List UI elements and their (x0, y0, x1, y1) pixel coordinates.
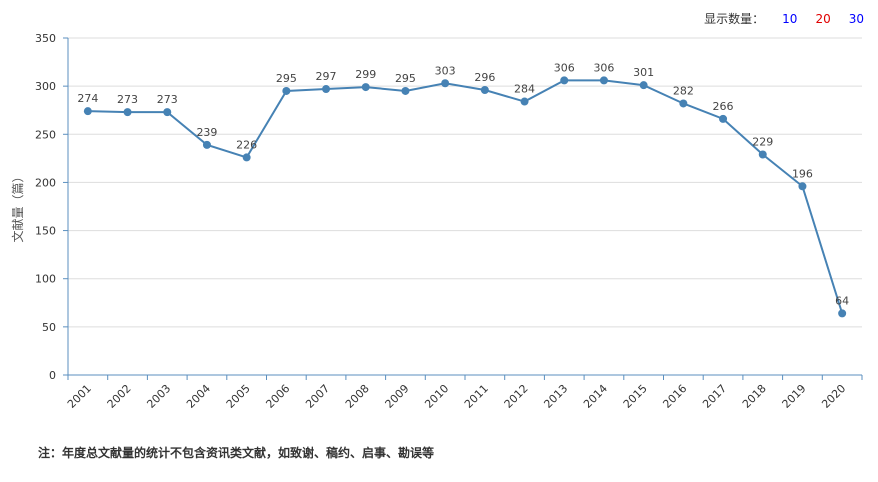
data-point[interactable] (242, 153, 251, 162)
data-label: 239 (196, 126, 217, 139)
data-label: 301 (633, 66, 654, 79)
data-point[interactable] (282, 86, 291, 95)
data-point[interactable] (441, 79, 450, 88)
data-label: 196 (792, 167, 813, 180)
data-label: 273 (117, 93, 138, 106)
data-point[interactable] (520, 97, 529, 106)
x-tick-labels: 2001 2002 2003 2004 2005 2006 2007 2008 2009 2010… (65, 382, 848, 411)
data-label: 295 (395, 72, 416, 85)
x-tick-label: 2017 (700, 382, 729, 411)
data-label: 297 (316, 70, 337, 83)
x-tick-label: 2007 (303, 382, 332, 411)
y-axis-title: 文献量（篇） (10, 170, 25, 242)
display-count-controls: 显示数量： 10 20 30 (704, 10, 864, 27)
y-tick-label: 300 (35, 80, 56, 93)
data-label: 306 (593, 61, 614, 74)
y-tick-labels: 0 50 100 150 200 250 300 350 (35, 32, 56, 382)
data-label: 299 (355, 68, 376, 81)
display-count-option-30[interactable]: 30 (848, 11, 864, 26)
x-tick-label: 2014 (581, 382, 610, 411)
display-count-label: 显示数量： (704, 12, 765, 26)
data-point[interactable] (202, 140, 211, 149)
y-tick-label: 50 (42, 321, 56, 334)
data-point[interactable] (163, 108, 172, 117)
data-label: 273 (157, 93, 178, 106)
x-tick-label: 2019 (780, 382, 809, 411)
data-point[interactable] (560, 76, 569, 85)
series-line (87, 79, 844, 314)
data-point[interactable] (679, 99, 688, 108)
x-tick-label: 2002 (105, 382, 134, 411)
data-label: 274 (77, 92, 98, 105)
x-tick-label: 2016 (660, 382, 689, 411)
x-tick-label: 2013 (541, 382, 570, 411)
data-point[interactable] (798, 182, 807, 191)
data-label: 266 (713, 100, 734, 113)
data-point[interactable] (480, 85, 489, 94)
x-tick-label: 2008 (343, 382, 372, 411)
data-labels: 274 273 273 239 226 295 297 299 295 303 296 284 306 3… (77, 61, 849, 307)
grid-lines (68, 37, 862, 328)
data-points (83, 76, 847, 318)
x-tick-label: 2018 (740, 382, 769, 411)
y-tick-label: 350 (35, 32, 56, 45)
data-point[interactable] (123, 108, 132, 117)
data-point[interactable] (599, 76, 608, 85)
y-tick-label: 100 (35, 273, 56, 286)
x-tick-label: 2012 (502, 382, 531, 411)
data-point[interactable] (83, 107, 92, 116)
data-label: 282 (673, 84, 694, 97)
data-label: 64 (835, 294, 849, 307)
data-label: 284 (514, 83, 535, 96)
display-count-option-10[interactable]: 10 (782, 11, 798, 26)
y-tick-label: 250 (35, 128, 56, 141)
y-tick-label: 0 (49, 369, 56, 382)
data-label: 296 (474, 71, 495, 84)
x-tick-label: 2005 (224, 382, 253, 411)
data-point[interactable] (322, 85, 331, 94)
data-point[interactable] (719, 114, 728, 123)
data-label: 303 (435, 64, 456, 77)
x-tick-label: 2004 (184, 382, 213, 411)
footnote: 注：年度总文献量的统计不包含资讯类文献，如致谢、稿约、启事、勘误等 (38, 446, 435, 460)
data-label: 306 (554, 61, 575, 74)
x-tick-label: 2011 (462, 382, 491, 411)
x-tick-label: 2015 (621, 382, 650, 411)
data-point[interactable] (639, 81, 648, 90)
x-tick-label: 2006 (263, 382, 292, 411)
data-point[interactable] (838, 309, 847, 318)
x-tick-label: 2010 (422, 382, 451, 411)
display-count-option-20[interactable]: 20 (815, 11, 831, 26)
y-tick-label: 200 (35, 176, 56, 189)
data-point[interactable] (401, 86, 410, 95)
data-label: 229 (752, 136, 773, 149)
data-label: 226 (236, 138, 257, 151)
x-tick-label: 2009 (383, 382, 412, 411)
data-point[interactable] (758, 150, 767, 159)
x-tick-label: 2020 (819, 382, 848, 411)
data-point[interactable] (361, 83, 370, 92)
x-tick-label: 2003 (144, 382, 173, 411)
y-tick-label: 150 (35, 225, 56, 238)
x-tick-label: 2001 (65, 382, 94, 411)
axes (63, 37, 863, 380)
data-label: 295 (276, 72, 297, 85)
